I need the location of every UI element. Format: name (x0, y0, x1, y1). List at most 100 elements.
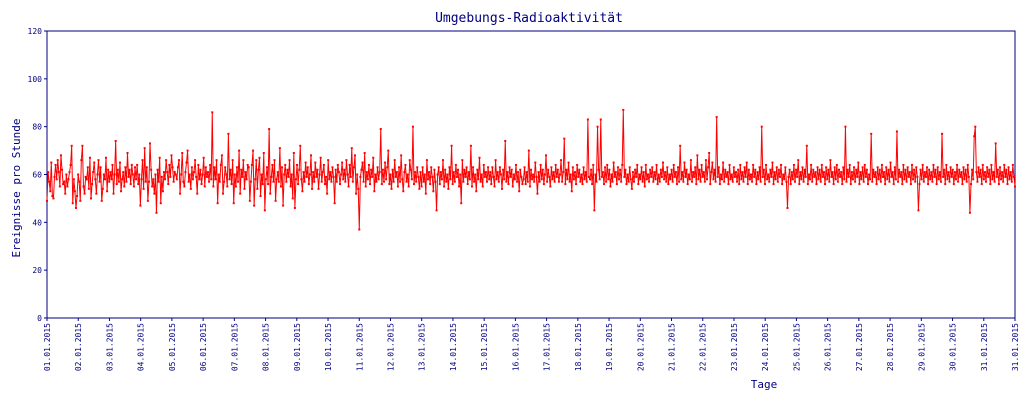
data-point (988, 168, 991, 171)
data-point (439, 171, 442, 174)
data-point (884, 183, 887, 186)
data-point (861, 166, 864, 169)
data-point (825, 166, 828, 169)
data-point (349, 175, 352, 178)
data-point (610, 173, 613, 176)
data-point (86, 166, 89, 169)
data-point (190, 166, 193, 169)
data-point (585, 180, 588, 183)
data-point (963, 178, 966, 181)
data-point (792, 163, 795, 166)
data-point (830, 175, 833, 178)
data-point (895, 130, 898, 133)
data-point (226, 185, 229, 188)
data-point (979, 168, 982, 171)
data-point (486, 180, 488, 183)
data-point (679, 144, 682, 147)
data-point (467, 171, 470, 174)
data-point (634, 168, 637, 171)
data-point (570, 190, 573, 193)
data-point (629, 178, 632, 181)
data-point (496, 171, 499, 174)
data-point (726, 171, 729, 174)
data-point (790, 171, 793, 174)
data-point (286, 168, 289, 171)
x-tick-label: 31.01.2015 (1011, 323, 1020, 371)
data-point (835, 163, 838, 166)
data-point (708, 151, 711, 154)
data-point (363, 151, 366, 154)
data-point (1011, 163, 1014, 166)
data-point (791, 178, 794, 181)
data-point (653, 171, 656, 174)
data-point (611, 180, 614, 183)
data-point (785, 180, 788, 183)
data-point (408, 159, 411, 162)
data-point (183, 185, 186, 188)
data-point (160, 175, 163, 178)
data-point (268, 128, 271, 131)
data-point (608, 168, 611, 171)
data-point (623, 175, 626, 178)
data-point (863, 163, 866, 166)
data-point (574, 171, 576, 174)
data-point (65, 173, 68, 176)
data-point (328, 178, 331, 181)
data-point (167, 183, 170, 186)
data-point (176, 166, 179, 169)
data-point (233, 173, 236, 176)
data-point (771, 161, 774, 164)
data-point (651, 166, 654, 169)
data-point (321, 171, 324, 174)
data-point (131, 173, 134, 176)
data-point (956, 163, 959, 166)
data-point (501, 187, 504, 190)
data-point (539, 163, 542, 166)
data-point (543, 173, 546, 176)
data-point (348, 163, 351, 166)
data-point (416, 166, 419, 169)
data-point (783, 178, 786, 181)
data-point (459, 173, 462, 176)
data-point (292, 151, 295, 154)
data-point (315, 175, 318, 178)
data-point (628, 166, 631, 169)
data-point (232, 202, 235, 205)
data-point (762, 168, 765, 171)
data-point (83, 192, 86, 195)
data-point (558, 173, 561, 176)
data-point (811, 180, 814, 183)
data-point (635, 175, 638, 178)
data-point (470, 185, 473, 188)
data-point (386, 166, 389, 169)
data-point (322, 163, 325, 166)
data-point (202, 156, 205, 159)
data-point (827, 168, 830, 171)
data-point (422, 180, 425, 183)
data-point (612, 161, 615, 164)
data-point (945, 163, 948, 166)
data-point (435, 209, 438, 212)
data-point (541, 168, 544, 171)
data-point (709, 183, 712, 186)
data-point (91, 183, 94, 186)
data-point (609, 185, 612, 188)
data-point (772, 183, 775, 186)
data-point (864, 175, 867, 178)
data-point (505, 180, 508, 183)
data-point (932, 163, 935, 166)
data-point (995, 175, 998, 178)
data-point (161, 190, 164, 193)
data-point (159, 202, 162, 205)
data-point (455, 175, 458, 178)
data-point (681, 171, 684, 174)
data-point (141, 159, 144, 162)
data-point (346, 173, 349, 176)
data-point (209, 163, 212, 166)
data-point (130, 163, 133, 166)
data-point (230, 183, 233, 186)
data-point (247, 166, 250, 169)
data-point (581, 183, 584, 186)
data-point (238, 149, 241, 152)
